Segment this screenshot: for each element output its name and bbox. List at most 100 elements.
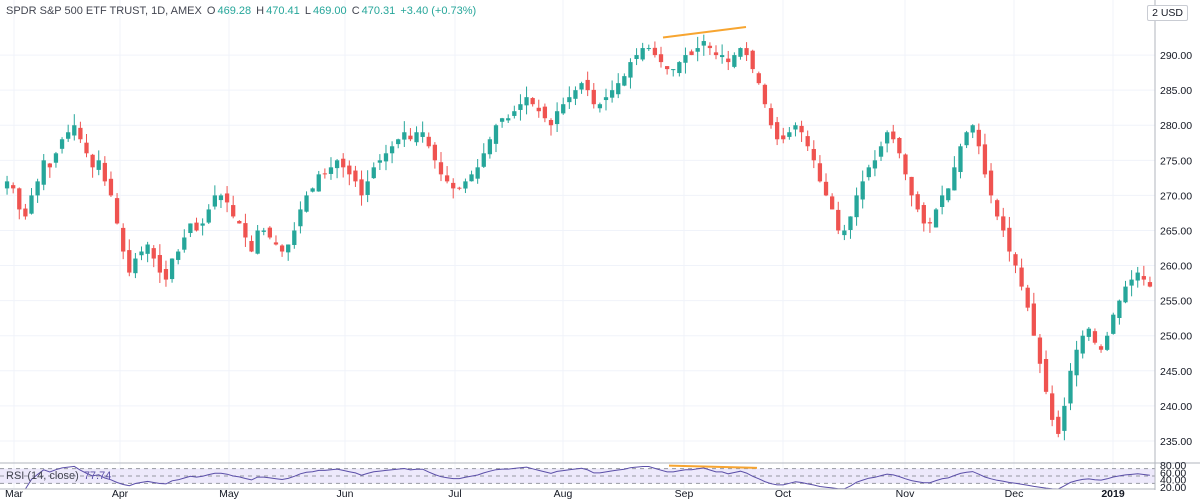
candle-up <box>414 126 419 146</box>
candle-up <box>182 229 187 253</box>
price-tick-label: 285.00 <box>1160 85 1192 97</box>
candle-up <box>787 127 792 140</box>
time-tick-label: May <box>219 488 240 500</box>
candle-up <box>878 141 884 162</box>
candle-down <box>231 195 236 219</box>
time-tick-label: Jun <box>337 488 354 500</box>
candle-down <box>151 245 156 268</box>
candle-up <box>952 156 957 191</box>
price-tick-label: 240.00 <box>1160 401 1192 413</box>
rsi-tick-label: 40.00 <box>1160 475 1186 487</box>
candle-up <box>573 86 578 106</box>
close-label: C <box>351 5 360 17</box>
candle-down <box>903 153 908 181</box>
candle-down <box>237 220 242 224</box>
candle-up <box>1062 397 1067 441</box>
candle-down <box>976 123 981 155</box>
candle-up <box>298 201 303 234</box>
candle-up <box>396 138 401 149</box>
open-value: 469.28 <box>217 5 252 17</box>
candle-down <box>726 50 731 71</box>
candle-down <box>47 162 52 178</box>
candle-up <box>695 36 700 62</box>
candle-up <box>475 159 480 184</box>
candle-up <box>59 137 65 154</box>
candle-down <box>1043 350 1049 395</box>
price-tick-label: 275.00 <box>1160 155 1192 167</box>
candle-down <box>432 142 438 169</box>
candle-down <box>897 136 902 159</box>
candle-up <box>29 188 34 215</box>
candle-down <box>438 152 444 182</box>
candle-down <box>1098 344 1104 353</box>
candle-up <box>1123 280 1128 304</box>
candle-down <box>1050 385 1055 427</box>
candle-down <box>542 103 548 123</box>
candle-up <box>200 218 205 236</box>
candle-up <box>176 249 181 265</box>
candle-up <box>622 73 627 87</box>
candle-up <box>469 170 474 182</box>
candle-up <box>316 170 321 192</box>
candle-up <box>640 42 645 62</box>
time-tick-label: Apr <box>112 488 129 500</box>
candle-down <box>744 42 749 62</box>
candle-up <box>41 154 46 191</box>
candle-up <box>1117 299 1122 325</box>
candle-down <box>585 71 590 97</box>
candle-up <box>66 124 71 142</box>
candle-up <box>371 162 376 179</box>
time-tick-label: Sep <box>675 488 694 500</box>
symbol-header: SPDR S&P 500 ETF TRUST, 1D, AMEX O 469.28… <box>6 5 478 17</box>
candle-down <box>1037 333 1043 374</box>
candle-up <box>554 102 560 133</box>
candle-down <box>774 116 780 146</box>
candle-up <box>677 61 682 77</box>
candle-up <box>732 52 737 69</box>
candle-up <box>218 193 224 209</box>
candle-up <box>493 123 499 153</box>
candle-down <box>114 193 120 225</box>
candle-up <box>848 216 853 239</box>
candle-up <box>1080 330 1085 359</box>
candle-down <box>750 49 755 74</box>
candle-down <box>163 260 169 287</box>
candle-up <box>139 246 144 261</box>
time-tick-label: Mar <box>5 488 24 500</box>
candle-down <box>451 178 456 199</box>
candle-down <box>1031 292 1036 336</box>
time-tick-label: 2019 <box>1101 488 1125 500</box>
candle-up <box>35 178 40 203</box>
candle-up <box>842 224 847 241</box>
candle-down <box>1025 284 1030 312</box>
candle-up <box>793 122 798 137</box>
candle-down <box>102 156 107 186</box>
candle-up <box>310 187 315 193</box>
candle-up <box>72 114 77 141</box>
symbol-title: SPDR S&P 500 ETF TRUST, 1D, AMEX <box>6 5 202 17</box>
candle-up <box>383 144 389 171</box>
candle-down <box>1001 207 1006 238</box>
candle-down <box>194 217 199 232</box>
candle-down <box>652 41 658 58</box>
rsi-tick-label: 20.00 <box>1160 482 1186 494</box>
candle-up <box>328 157 334 180</box>
candle-up <box>854 187 859 226</box>
currency-button[interactable]: 2 USD <box>1147 5 1188 21</box>
rsi-tick-label: 80.00 <box>1160 460 1186 472</box>
candle-up <box>255 224 260 255</box>
rsi-header: RSI (14, close) 77.74 <box>6 470 113 482</box>
high-label: H <box>256 5 265 17</box>
candle-up <box>524 86 529 115</box>
candle-down <box>988 163 994 204</box>
candle-up <box>402 121 407 147</box>
rsi-tick-label: 60.00 <box>1160 467 1186 479</box>
candle-up <box>719 44 725 64</box>
time-tick-label: Aug <box>554 488 573 500</box>
candle-up <box>964 130 969 149</box>
candle-down <box>1141 265 1146 286</box>
candle-up <box>683 47 688 74</box>
candle-up <box>206 204 211 225</box>
